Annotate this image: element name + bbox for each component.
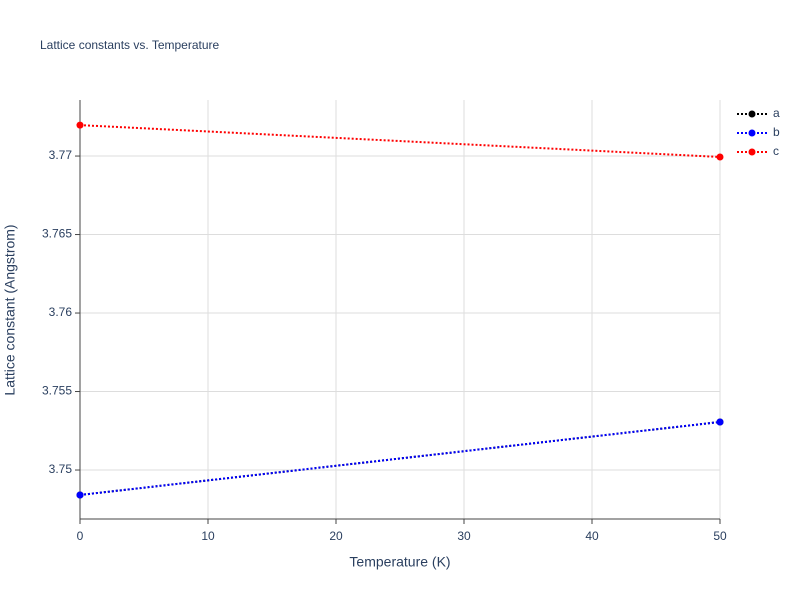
y-tick-label: 3.77 [49, 148, 73, 162]
y-tick-label: 3.75 [49, 462, 73, 476]
y-tick-label: 3.755 [42, 384, 72, 398]
y-axis-label: Lattice constant (Angstrom) [2, 224, 18, 395]
x-axis-label: Temperature (K) [349, 554, 450, 570]
legend-marker [748, 110, 756, 118]
x-tick-label: 10 [201, 529, 215, 543]
x-tick-label: 40 [585, 529, 599, 543]
point [76, 491, 84, 499]
y-tick-label: 3.76 [49, 305, 73, 319]
legend-label: b [773, 125, 780, 139]
point [716, 418, 724, 426]
point [716, 153, 724, 161]
legend-marker [748, 148, 756, 156]
chart-title: Lattice constants vs. Temperature [40, 38, 220, 52]
legend-marker [748, 129, 756, 137]
series-line [79, 124, 721, 158]
legend-label: c [773, 144, 779, 158]
y-tick-label: 3.765 [42, 227, 72, 241]
x-tick-label: 30 [457, 529, 471, 543]
series-line [79, 420, 721, 496]
x-tick-label: 0 [77, 529, 84, 543]
point [76, 121, 84, 129]
x-tick-label: 20 [329, 529, 343, 543]
legend-label: a [773, 106, 780, 120]
x-tick-label: 50 [713, 529, 727, 543]
